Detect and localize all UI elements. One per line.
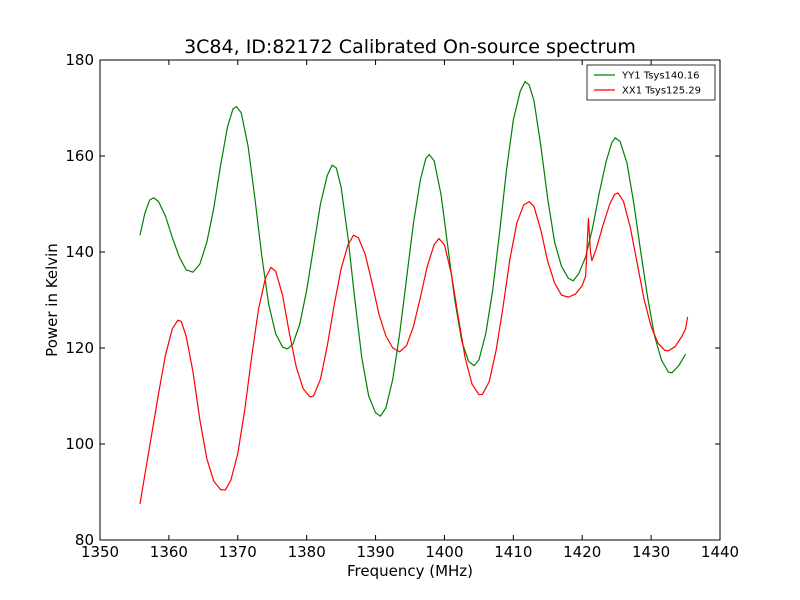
y-tick-label: 180 <box>65 51 94 69</box>
x-axis-label: Frequency (MHz) <box>347 562 473 580</box>
y-tick-label: 160 <box>65 147 94 165</box>
y-axis-label: Power in Kelvin <box>43 243 61 357</box>
chart-title: 3C84, ID:82172 Calibrated On-source spec… <box>184 36 636 58</box>
y-tick-label: 120 <box>65 339 94 357</box>
tick-layer: 1350 1360 1370 1380 1390 1400 1410 1420 1430 1440… <box>65 51 739 561</box>
plot-area: 1350 1360 1370 1380 1390 1400 1410 1420 1430 1440… <box>65 51 739 561</box>
x-tick-label: 1360 <box>150 543 188 561</box>
legend-label: YY1 Tsys140.16 <box>621 71 700 82</box>
plot-frame <box>99 59 721 541</box>
x-tick-label: 1420 <box>563 543 601 561</box>
series-line-yy1 <box>139 81 687 417</box>
x-tick-label: 1430 <box>632 543 670 561</box>
x-tick-label: 1350 <box>81 543 119 561</box>
y-tick-label: 140 <box>65 243 94 261</box>
y-tick-label: 80 <box>75 531 94 549</box>
plot-background <box>100 60 720 540</box>
legend-label: XX1 Tsys125.29 <box>622 86 701 97</box>
series-line-xx1 <box>139 192 689 505</box>
legend-box <box>586 64 716 101</box>
x-tick-label: 1370 <box>219 543 257 561</box>
x-tick-label: 1410 <box>494 543 532 561</box>
x-tick-label: 1440 <box>701 543 739 561</box>
x-tick-label: 1380 <box>288 543 326 561</box>
x-tick-label: 1400 <box>425 543 463 561</box>
x-tick-label: 1390 <box>356 543 394 561</box>
y-tick-label: 100 <box>65 435 94 453</box>
series-layer <box>139 81 689 505</box>
legend: YY1 Tsys140.16 XX1 Tsys125.29 <box>586 64 716 101</box>
